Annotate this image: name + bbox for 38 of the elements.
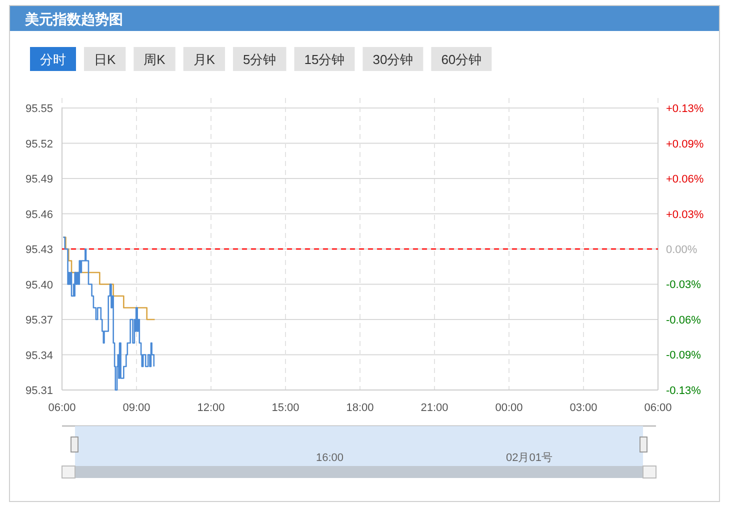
button: 月K — [183, 47, 226, 71]
x-tick-label: 00:00 — [495, 402, 523, 414]
y-tick-label: 95.40 — [25, 279, 53, 292]
x-tick-label: 21:00 — [420, 402, 448, 414]
y-tick-label: 95.37 — [25, 314, 53, 326]
y-tick-label: 95.34 — [25, 350, 53, 362]
button: 15分钟 — [294, 47, 355, 71]
y2-tick-label: -0.13% — [666, 385, 702, 397]
y-tick-label: 95.49 — [25, 174, 53, 186]
y2-tick-label: +0.06% — [666, 174, 704, 186]
button: 日K — [84, 47, 126, 71]
text: 02月01号 — [506, 452, 552, 464]
x-tick-label: 03:00 — [570, 402, 598, 414]
button: 30分钟 — [362, 47, 424, 71]
y-tick-label: 95.43 — [25, 244, 53, 256]
button: 60分钟 — [431, 47, 492, 71]
x-tick-label: 06:00 — [48, 402, 76, 414]
y-tick-label: 95.55 — [25, 103, 53, 115]
y2-tick-label: -0.09% — [666, 350, 702, 362]
y2-tick-label: -0.06% — [666, 314, 702, 326]
y-tick-label: 95.31 — [25, 385, 53, 397]
x-tick-label: 06:00 — [644, 402, 672, 414]
button: 分时 — [30, 47, 76, 71]
button: 5分钟 — [233, 47, 286, 71]
chart-title: 美元指数趋势图 — [24, 11, 123, 27]
text: 16:00 — [316, 452, 344, 464]
y-tick-label: 95.52 — [25, 138, 53, 150]
y2-tick-label: -0.03% — [666, 279, 702, 292]
x-tick-label: 15:00 — [272, 402, 300, 414]
y2-tick-label: 0.00% — [666, 244, 698, 256]
y-tick-label: 95.46 — [25, 208, 53, 221]
x-tick-label: 09:00 — [122, 402, 150, 414]
button: 周K — [134, 47, 176, 71]
x-tick-label: 12:00 — [197, 402, 225, 414]
x-tick-label: 18:00 — [346, 402, 374, 414]
y2-tick-label: +0.03% — [666, 208, 704, 221]
y2-tick-label: +0.09% — [666, 138, 704, 150]
y2-tick-label: +0.13% — [666, 103, 704, 115]
